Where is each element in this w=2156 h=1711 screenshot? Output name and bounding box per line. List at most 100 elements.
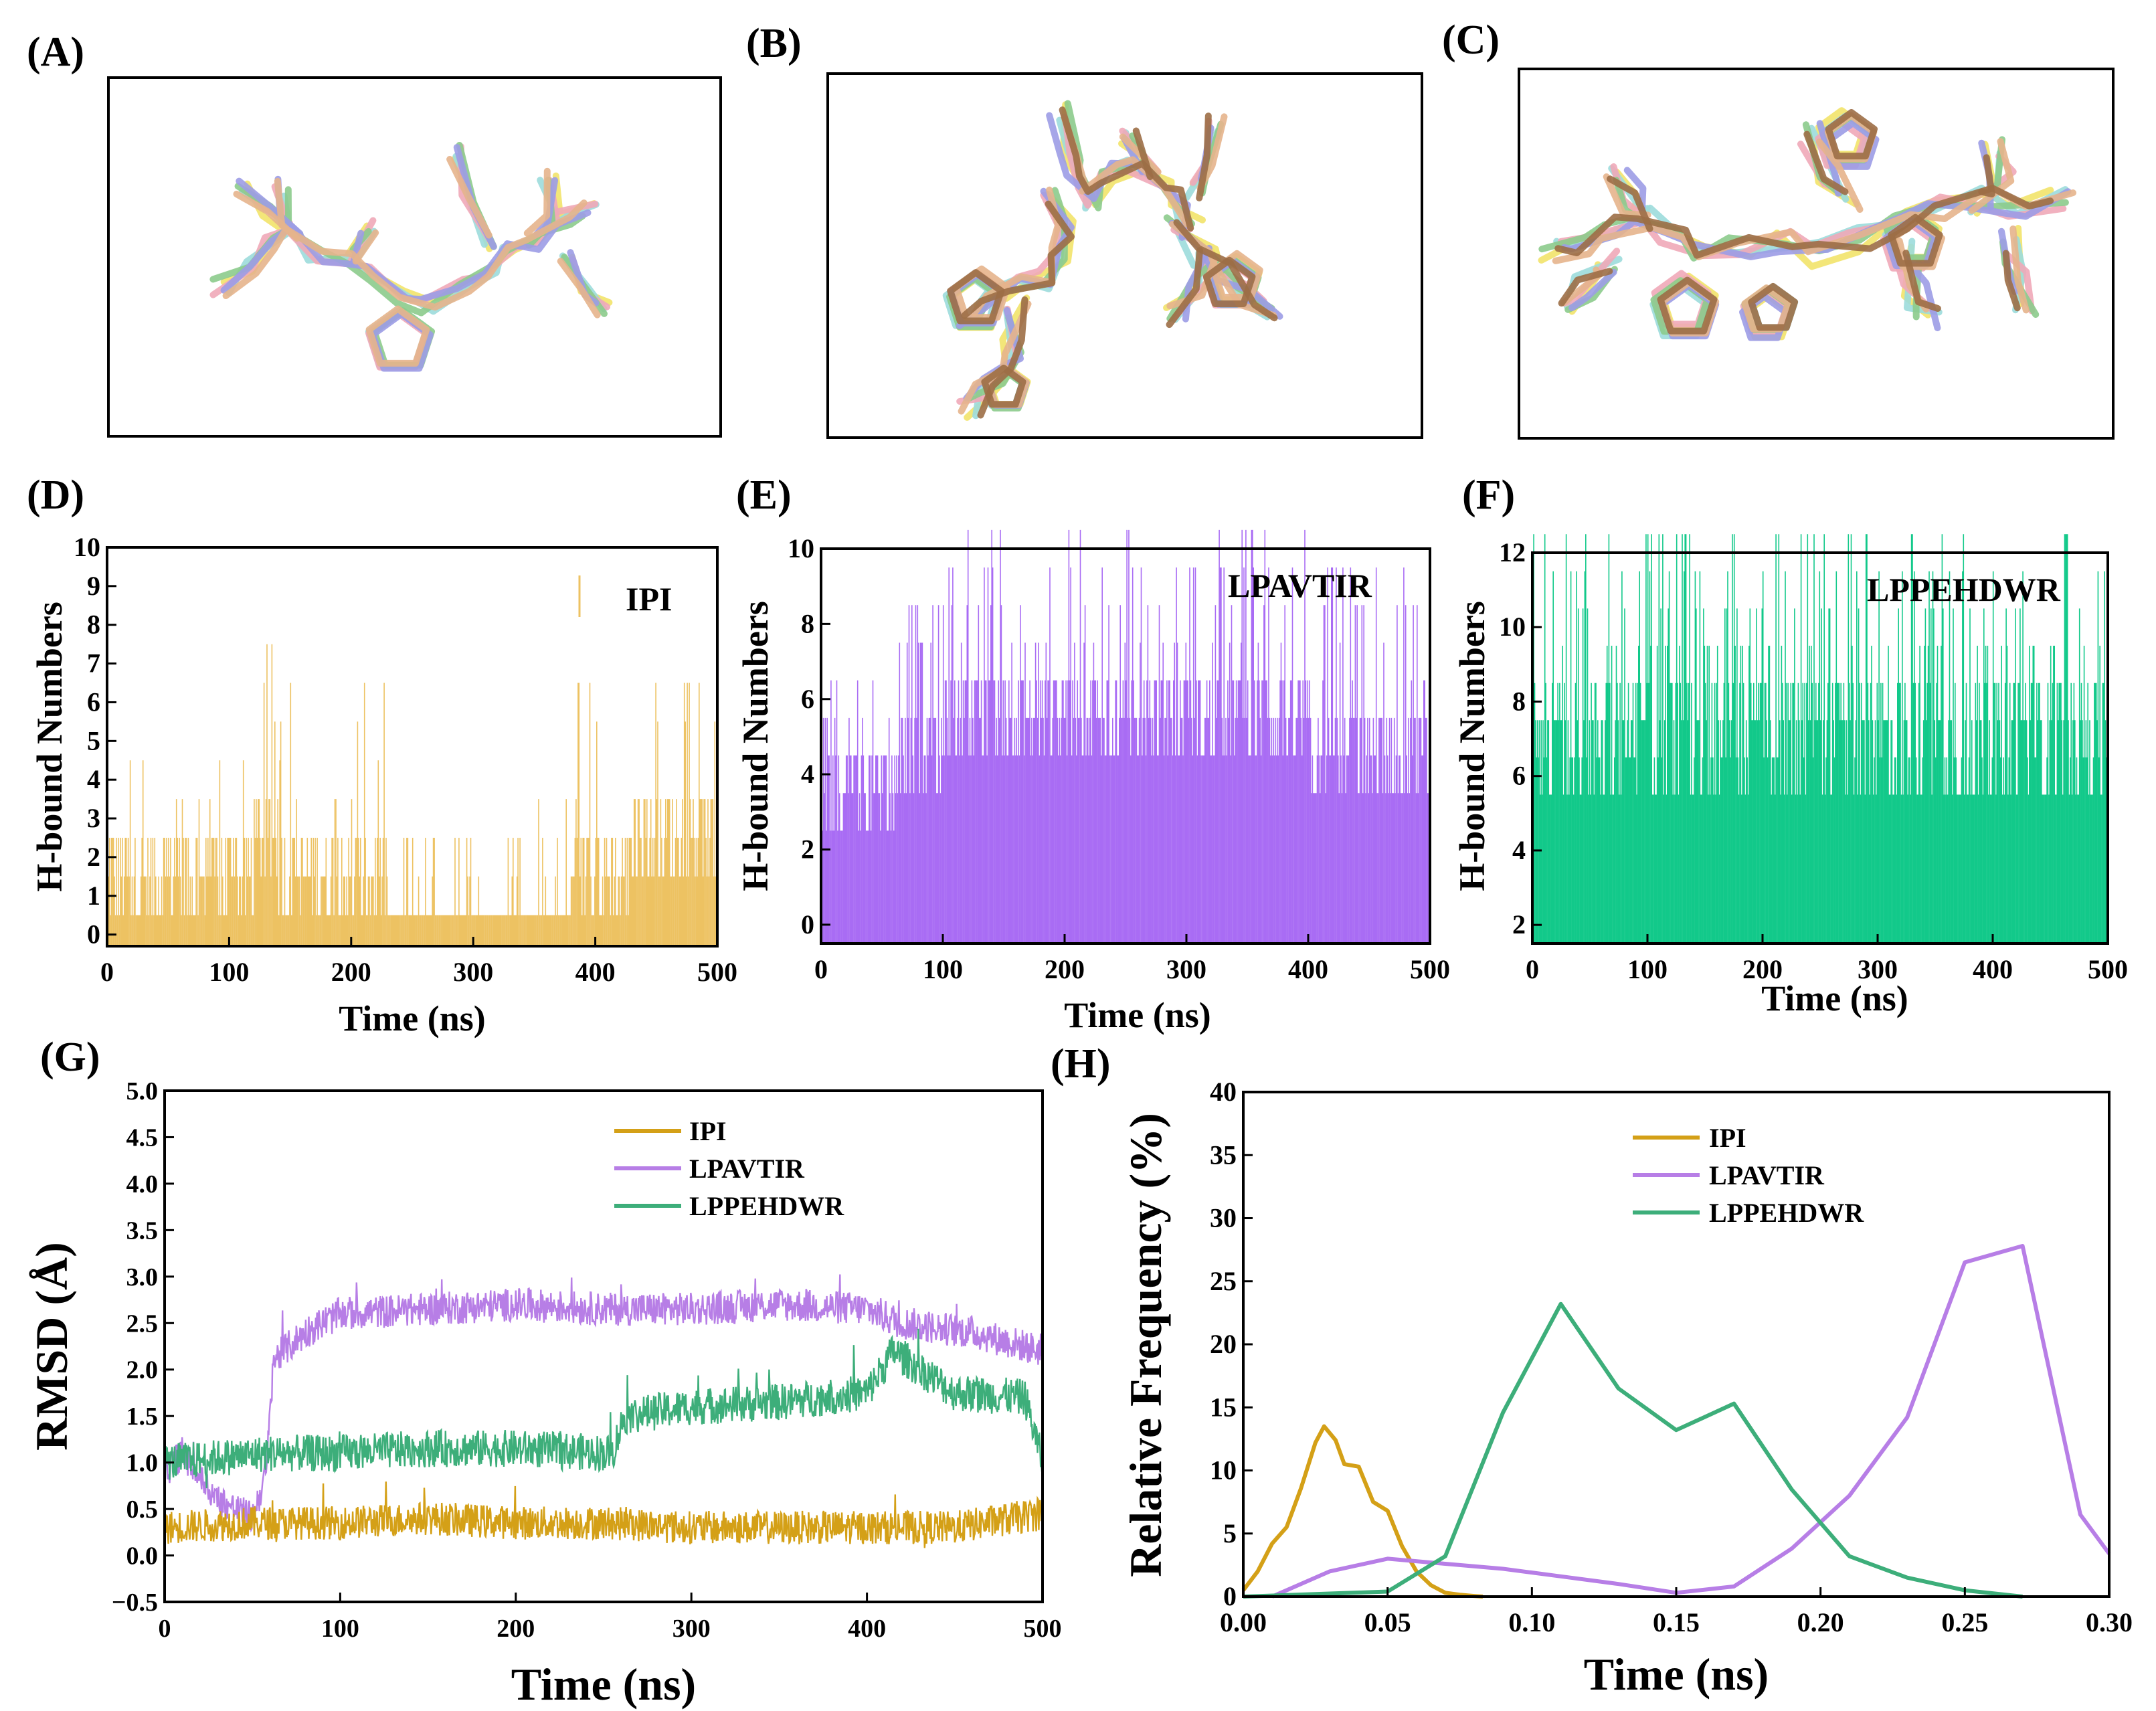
molecule-bond <box>1552 184 2076 264</box>
molecule-panel-c <box>1518 68 2115 440</box>
frequency-line-ipi <box>1241 1424 1484 1599</box>
x-tick-label: 400 <box>848 1615 886 1643</box>
x-tick-label: 100 <box>321 1615 359 1643</box>
molecule-bond <box>1902 250 1941 312</box>
y-tick-label: 6 <box>87 687 100 717</box>
panel-label-e: (E) <box>736 472 792 518</box>
molecule-bond <box>1568 268 1617 311</box>
molecule-ring <box>1202 256 1256 307</box>
frequency-line-lppehdwr <box>1243 1301 2023 1599</box>
x-tick-label: 0.00 <box>1220 1607 1267 1637</box>
legend-g: IPI LPAVTIR LPPEHDWR <box>614 1116 844 1221</box>
plot-frame-f <box>1531 551 2109 945</box>
molecule-bond <box>1607 175 1653 232</box>
molecule-bond <box>446 156 492 239</box>
y-tick-label: 6 <box>1512 761 1526 791</box>
y-axis-label-h: Relative Frequency (%) <box>1120 1113 1171 1577</box>
molecule-structure-a <box>209 142 613 372</box>
molecule-bond <box>523 167 551 237</box>
legend-label-ipi: IPI <box>689 1116 727 1146</box>
y-tick-label: 0.0 <box>126 1542 159 1570</box>
y-tick-label: 4 <box>1512 835 1526 865</box>
x-tick-label: 0 <box>159 1615 171 1643</box>
molecule-ring <box>365 305 430 367</box>
molecule-panel-a <box>107 76 722 438</box>
rmsd-line-ipi <box>163 1481 1044 1548</box>
molecule-structure-b <box>942 100 1283 421</box>
series-label-e: LPAVTIR <box>1228 567 1372 604</box>
molecule-bond <box>352 229 379 265</box>
y-tick-label: 5 <box>87 725 100 755</box>
molecule-ring <box>1657 276 1718 335</box>
hbond-bars-f <box>1532 534 2108 943</box>
y-tick-label: 2.0 <box>126 1356 159 1384</box>
molecule-bond <box>1554 185 2054 259</box>
y-tick-label: 1.0 <box>126 1449 159 1477</box>
legend-label-lpavtir: LPAVTIR <box>689 1154 805 1184</box>
panel-label-b: (B) <box>746 21 802 66</box>
plot-frame-g <box>163 1089 1044 1603</box>
panel-label-f: (F) <box>1462 472 1515 518</box>
y-tick-label: 4.0 <box>126 1170 159 1198</box>
molecule-bond <box>233 191 300 242</box>
molecule-bond <box>1196 112 1212 201</box>
y-tick-label: 10 <box>788 533 814 563</box>
y-tick-label: 2 <box>801 834 814 865</box>
x-tick-label: 100 <box>923 954 963 984</box>
molecule-bond <box>1059 106 1194 232</box>
chart-g: 0 100 200 300 400 500 −0.5 0.0 0.5 1.0 1.5 2.0 2.5 3.… <box>26 1077 1062 1710</box>
y-tick-label: 15 <box>1210 1392 1237 1422</box>
y-tick-label: 2 <box>1512 909 1526 939</box>
y-tick-label: 9 <box>87 571 100 601</box>
x-tick-label: 100 <box>1627 954 1668 984</box>
y-tick-label: 6 <box>801 684 814 714</box>
y-tick-label: 8 <box>1512 686 1526 716</box>
y-tick-label: 3.5 <box>126 1217 159 1245</box>
series-label-f: LPPEHDWR <box>1867 571 2061 608</box>
y-tick-label: 25 <box>1210 1266 1237 1296</box>
y-tick-label: 35 <box>1210 1140 1237 1170</box>
chart-f: 0 100 200 300 400 500 2 4 6 8 10 12 LPPEHDWR Time (… <box>1452 534 2128 1018</box>
x-tick-label: 200 <box>1742 954 1783 984</box>
y-tick-label: 2 <box>87 842 100 872</box>
series-label-d: IPI <box>626 580 672 618</box>
axis-ticks-f: 0 100 200 300 400 500 2 4 6 8 10 12 <box>1499 537 2128 984</box>
frequency-line-lpavtir <box>1271 1244 2111 1599</box>
x-tick-label: 400 <box>1973 954 2013 984</box>
y-tick-label: 20 <box>1210 1329 1237 1359</box>
x-tick-label: 400 <box>1288 954 1328 984</box>
molecule-ring <box>947 269 1005 325</box>
x-axis-label-h: Time (ns) <box>1584 1649 1769 1700</box>
y-axis-label-e: H-bound Numbers <box>735 601 776 891</box>
y-tick-label: 4 <box>87 764 100 794</box>
x-tick-label: 300 <box>672 1615 711 1643</box>
rmsd-line-lppehdwr <box>163 1328 1044 1489</box>
y-tick-label: −0.5 <box>112 1589 158 1617</box>
x-tick-label: 0.05 <box>1364 1607 1411 1637</box>
x-tick-label: 300 <box>1166 954 1206 984</box>
molecule-bond <box>1132 127 1154 181</box>
x-axis-label-d: Time (ns) <box>339 998 486 1039</box>
y-tick-label: 0.5 <box>126 1496 159 1524</box>
molecule-ring <box>1888 213 1943 267</box>
molecule-bond <box>961 200 1075 319</box>
x-tick-label: 400 <box>575 957 616 987</box>
hbond-bars-e <box>820 529 1431 943</box>
legend-h: IPI LPAVTIR LPPEHDWR <box>1633 1123 1864 1228</box>
x-tick-label: 0.25 <box>1941 1607 1988 1637</box>
y-tick-label: 0 <box>801 909 814 939</box>
x-tick-label: 300 <box>1858 954 1898 984</box>
x-tick-label: 0.10 <box>1508 1607 1555 1637</box>
y-tick-label: 10 <box>1499 612 1526 642</box>
x-tick-label: 200 <box>497 1615 535 1643</box>
y-tick-label: 1.5 <box>126 1403 159 1431</box>
chart-e: 0 100 200 300 400 500 0 2 4 6 8 10 LPAVTIR Time (ns… <box>735 529 1450 1035</box>
panel-label-d: (D) <box>27 472 84 518</box>
axis-ticks-e: 0 100 200 300 400 500 0 2 4 6 8 10 <box>788 533 1450 984</box>
molecule-structure-c <box>1538 107 2076 341</box>
plot-frame-e <box>820 547 1431 945</box>
molecule-bond <box>557 258 601 319</box>
rmsd-line-lpavtir <box>163 1274 1044 1533</box>
x-tick-label: 500 <box>697 957 737 987</box>
molecule-bond <box>2001 249 2036 314</box>
